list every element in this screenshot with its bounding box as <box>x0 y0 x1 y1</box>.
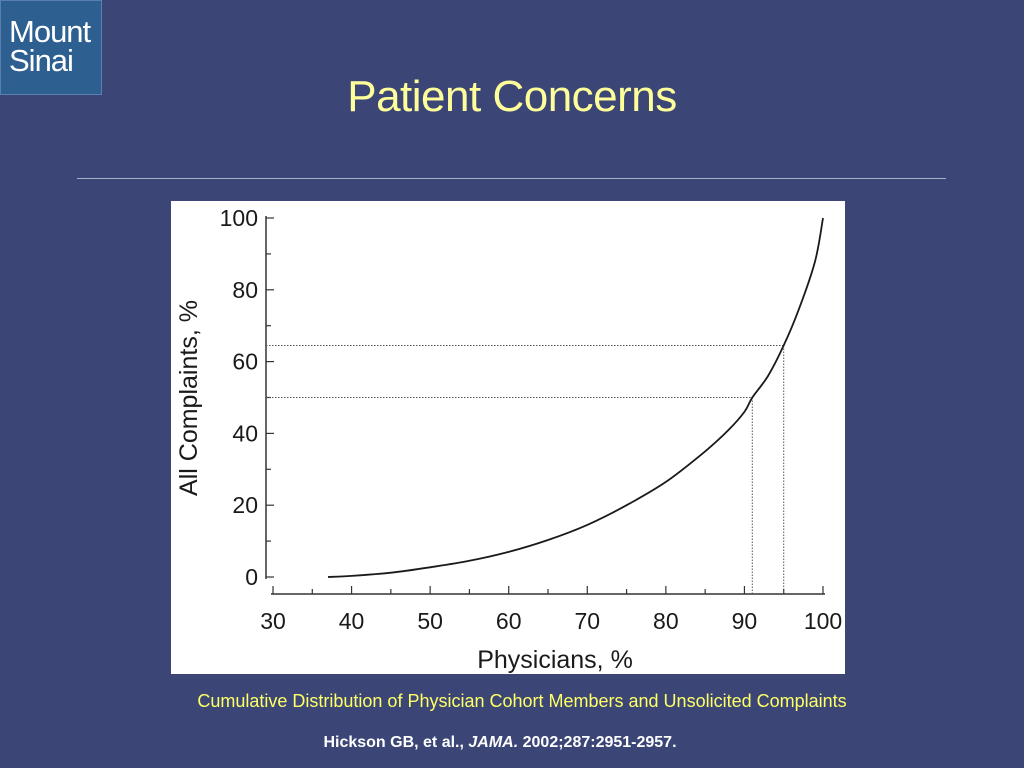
cumulative-curve-series-0 <box>327 217 824 578</box>
chart-caption: Cumulative Distribution of Physician Coh… <box>197 691 847 711</box>
logo-line-2: Sinai <box>9 43 74 78</box>
x-tick-label: 60 <box>496 608 522 634</box>
x-tick-label: 50 <box>417 608 443 634</box>
y-axis-label: All Complaints, % <box>175 300 203 496</box>
y-tick-label: 40 <box>232 420 258 446</box>
y-tick-label: 60 <box>232 349 258 375</box>
y-tick-label: 20 <box>232 492 258 518</box>
logo-line-1: Mount <box>9 14 91 49</box>
citation-reference: 2002;287:2951-2957. <box>518 734 677 751</box>
citation-authors: Hickson GB, et al., <box>323 734 469 751</box>
x-tick-label: 80 <box>653 608 679 634</box>
y-tick-label: 80 <box>232 277 258 303</box>
x-tick-label: 90 <box>732 608 758 634</box>
x-tick-label: 70 <box>574 608 600 634</box>
x-tick-label: 100 <box>804 608 842 634</box>
slide-title: Patient Concerns <box>347 72 677 121</box>
x-tick-label: 40 <box>339 608 365 634</box>
mount-sinai-logo: Mount Sinai <box>0 0 102 95</box>
y-tick-label: 0 <box>245 564 258 590</box>
citation: Hickson GB, et al., JAMA. 2002;287:2951-… <box>0 734 1000 752</box>
title-divider <box>77 178 946 179</box>
x-axis-label: Physicians, % <box>477 646 633 674</box>
cumulative-distribution-chart: 0 20 40 60 80 100 30 40 50 60 70 80 90 100 Physicians… <box>175 205 842 674</box>
chart-panel: 0 20 40 60 80 100 30 40 50 60 70 80 90 100 Physicians… <box>171 201 845 674</box>
y-tick-label: 100 <box>220 205 258 231</box>
x-tick-label: 30 <box>260 608 286 634</box>
citation-journal: JAMA. <box>468 734 519 751</box>
